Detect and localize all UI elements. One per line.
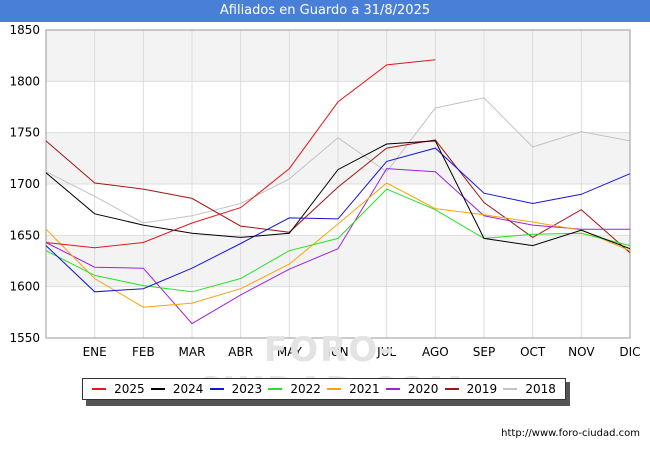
series-line-2021 (45, 182, 631, 308)
legend-item-2021: 2021 (327, 382, 380, 396)
legend-swatch (385, 388, 400, 390)
x-tick-label: FEB (132, 345, 155, 359)
footer-url: http://www.foro-ciudad.com (501, 428, 640, 439)
series-line-2025 (45, 59, 436, 249)
x-tick-label: JUL (376, 345, 396, 359)
legend-label: 2019 (466, 382, 498, 396)
legend-swatch (444, 388, 459, 390)
legend-label: 2018 (525, 382, 556, 396)
legend-item-2022: 2022 (268, 382, 321, 396)
y-tick-label: 1550 (9, 331, 40, 345)
legend: 2025 2024 2023 2022 2021 2020 2019 2018 (82, 378, 566, 400)
x-tick-label: SEP (473, 345, 495, 359)
legend-item-2018: 2018 (503, 382, 556, 396)
line-chart: 1550 1600 1650 1700 1750 1800 1850 ENE FEB MAR ABR… (9, 23, 640, 359)
x-tick-label: ABR (228, 345, 253, 359)
legend-label: 2025 (114, 382, 145, 396)
y-tick-label: 1600 (9, 280, 40, 294)
legend-swatch (503, 388, 518, 390)
legend-label: 2020 (407, 382, 439, 396)
legend-swatch (327, 388, 342, 390)
plot-border (45, 29, 631, 339)
y-tick-label: 1750 (9, 126, 40, 140)
x-tick-label: AGO (422, 345, 449, 359)
legend-swatch (150, 388, 165, 390)
legend-item-2024: 2024 (150, 382, 204, 396)
legend-item-2020: 2020 (385, 382, 439, 396)
x-tick-label: ENE (83, 345, 107, 359)
legend-item-2025: 2025 (92, 382, 145, 396)
legend-label: 2024 (172, 382, 204, 396)
series-line-2020 (45, 168, 630, 325)
series-line-2024 (45, 140, 631, 250)
x-tick-label: JUN (326, 345, 348, 359)
chart-title: Afiliados en Guardo a 31/8/2025 (0, 0, 650, 22)
series-line-2019 (45, 139, 631, 254)
x-tick-label: DIC (619, 345, 640, 359)
y-tick-label: 1700 (9, 177, 40, 191)
legend-swatch (268, 388, 283, 390)
x-tick-label: MAR (179, 345, 206, 359)
y-tick-label: 1650 (9, 228, 40, 242)
series-line-2018 (45, 97, 631, 224)
legend-swatch (209, 388, 224, 390)
series-line-2022 (45, 188, 631, 293)
legend-item-2023: 2023 (209, 382, 263, 396)
x-tick-label: NOV (568, 345, 595, 359)
x-tick-label: MAY (277, 345, 303, 359)
y-tick-label: 1800 (9, 74, 40, 88)
x-tick-label: OCT (520, 345, 546, 359)
legend-label: 2023 (231, 382, 263, 396)
legend-swatch (92, 388, 107, 390)
legend-label: 2022 (290, 382, 321, 396)
legend-item-2019: 2019 (444, 382, 498, 396)
y-tick-label: 1850 (9, 23, 40, 37)
series-line-2023 (45, 147, 631, 293)
legend-label: 2021 (349, 382, 380, 396)
